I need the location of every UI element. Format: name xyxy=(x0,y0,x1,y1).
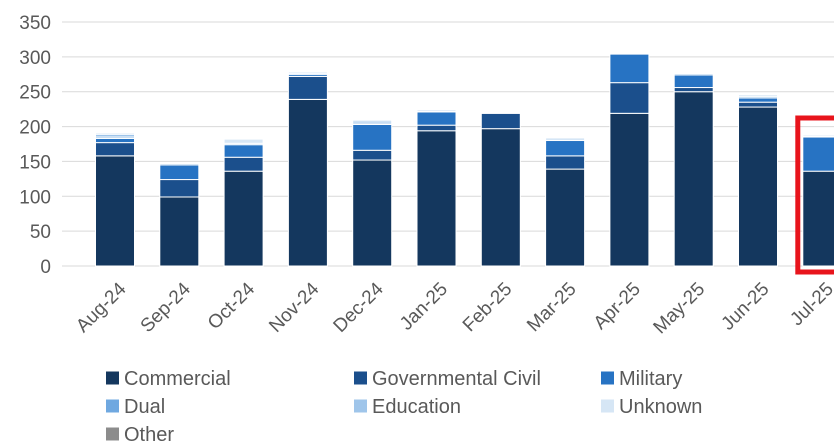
bar-segment xyxy=(95,132,135,135)
legend-label: Commercial xyxy=(124,368,231,390)
bar-segment xyxy=(802,170,834,267)
legend-swatch xyxy=(106,371,119,385)
x-tick-label: Aug-24 xyxy=(72,278,130,336)
bar-segment xyxy=(287,75,328,100)
bar-segment xyxy=(352,119,393,122)
bar-segment xyxy=(545,140,586,157)
bar-segment xyxy=(545,168,586,267)
bar-segment xyxy=(416,108,457,111)
bar-segment xyxy=(673,91,714,267)
legend-swatch xyxy=(601,371,614,385)
bar-segment xyxy=(802,134,834,137)
x-tick-label: Jan-25 xyxy=(396,279,452,335)
bar-segment xyxy=(673,87,714,93)
bar-segment xyxy=(802,136,834,172)
bar-segment xyxy=(416,111,457,126)
bar-segment xyxy=(738,106,778,267)
bar-segment xyxy=(352,159,393,267)
bar-segment xyxy=(545,155,586,170)
x-tick-label: Apr-25 xyxy=(590,279,645,334)
bar-segment xyxy=(223,144,264,158)
bar-segment xyxy=(287,70,328,73)
bar-segment xyxy=(159,196,200,267)
bar-segment xyxy=(159,163,200,166)
bar-segment xyxy=(416,124,457,132)
x-tick-label: Feb-25 xyxy=(459,279,516,336)
y-tick-label: 300 xyxy=(19,48,51,69)
bar-segment xyxy=(223,156,264,172)
bar-segment xyxy=(287,98,328,267)
x-tick-label: Jun-25 xyxy=(718,279,774,335)
x-tick-label: Dec-24 xyxy=(330,278,388,336)
legend-swatch xyxy=(354,371,367,385)
legend: Commercial Governmental Civil Military Dual… xyxy=(106,368,702,446)
x-tick-label: Mar-25 xyxy=(523,279,580,336)
bar-segment xyxy=(480,112,521,130)
legend-swatch xyxy=(601,399,614,413)
legend-swatch xyxy=(354,399,367,413)
y-tick-label: 350 xyxy=(19,13,51,34)
bars xyxy=(95,52,834,267)
legend-label: Unknown xyxy=(619,396,702,418)
bar-segment xyxy=(480,128,521,267)
x-tick-label: Nov-24 xyxy=(265,278,323,336)
y-tick-label: 50 xyxy=(30,222,51,243)
legend-label: Other xyxy=(124,424,174,446)
bar-segment xyxy=(738,101,778,108)
legend-label: Dual xyxy=(124,396,165,418)
bar-segment xyxy=(673,74,714,89)
bar-segment xyxy=(223,170,264,267)
bar-segment xyxy=(95,155,135,267)
y-tick-label: 200 xyxy=(19,118,51,139)
legend-swatch xyxy=(106,399,119,413)
bar-segment xyxy=(352,149,393,161)
bar-segment xyxy=(223,138,264,144)
y-tick-label: 100 xyxy=(19,187,51,208)
bar-segment xyxy=(738,97,778,103)
x-axis-ticks: Aug-24 Sep-24 Oct-24 Nov-24 Dec-24 Jan-25 Feb-… xyxy=(72,278,834,338)
x-tick-label: Oct-24 xyxy=(204,278,259,333)
bar-segment xyxy=(738,94,778,98)
y-tick-label: 250 xyxy=(19,83,51,104)
bar-segment xyxy=(95,137,135,144)
bar-segment xyxy=(609,82,650,114)
bar-segment xyxy=(159,179,200,198)
y-tick-label: 150 xyxy=(19,152,51,173)
x-tick-label: May-25 xyxy=(650,279,710,339)
bar-segment xyxy=(609,52,650,55)
highlight-rectangle xyxy=(795,115,834,275)
bar-segment xyxy=(545,136,586,139)
bar-segment xyxy=(673,73,714,76)
legend-label: Military xyxy=(619,368,682,390)
legend-label: Governmental Civil xyxy=(372,368,541,390)
bar-segment xyxy=(159,164,200,181)
bar-segment xyxy=(352,123,393,151)
bar-segment xyxy=(609,53,650,84)
bar-segment xyxy=(95,142,135,157)
bar-segment xyxy=(480,110,521,113)
y-tick-label: 0 xyxy=(40,257,51,278)
y-axis-ticks: 0 50 100 150 200 250 300 350 xyxy=(19,13,51,278)
highlight-box xyxy=(795,115,834,275)
bar-segment xyxy=(609,112,650,267)
bar-segment xyxy=(416,130,457,267)
x-tick-label: Sep-24 xyxy=(137,278,195,336)
legend-swatch xyxy=(106,427,119,441)
legend-label: Education xyxy=(372,396,461,418)
x-tick-label: Jul-25 xyxy=(786,279,834,330)
